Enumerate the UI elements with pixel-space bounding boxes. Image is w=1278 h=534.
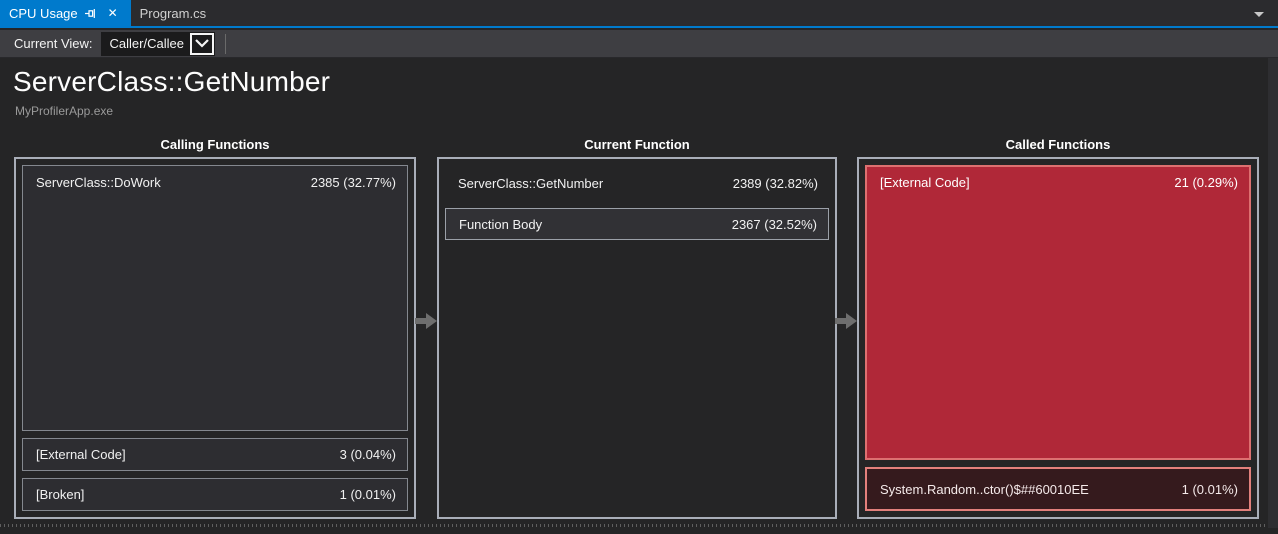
function-box-external-code-hot[interactable]: [External Code] 21 (0.29%) [865, 165, 1251, 460]
tab-cpu-usage[interactable]: CPU Usage ✕ [0, 0, 131, 26]
function-value: 2385 (32.77%) [310, 175, 396, 190]
function-name: Function Body [459, 216, 543, 232]
current-function-panel: ServerClass::GetNumber 2389 (32.82%) Fun… [437, 157, 837, 519]
report-toolbar: Current View: Caller/Callee [0, 30, 1278, 58]
function-name: [Broken] [36, 487, 85, 502]
current-view-label: Current View: [14, 36, 93, 51]
calling-functions-panel: ServerClass::DoWork 2385 (32.77%) [Exter… [14, 157, 416, 519]
function-box-function-body[interactable]: Function Body 2367 (32.52%) [445, 208, 829, 240]
function-value: 1 (0.01%) [339, 487, 396, 502]
tab-program-cs[interactable]: Program.cs [131, 0, 215, 26]
vertical-scrollbar[interactable] [1268, 58, 1278, 528]
calling-functions-header: Calling Functions [160, 137, 270, 152]
page-title: ServerClass::GetNumber [13, 66, 331, 97]
toolbar-separator [224, 33, 226, 54]
view-select[interactable]: Caller/Callee [100, 31, 215, 56]
function-name: [External Code] [36, 447, 126, 462]
function-box-system-random-ctor[interactable]: System.Random..ctor()$##60010EE 1 (0.01%… [865, 467, 1251, 511]
arrow-right-icon [835, 313, 857, 329]
function-box-broken[interactable]: [Broken] 1 (0.01%) [22, 478, 408, 511]
document-tab-bar: CPU Usage ✕ Program.cs [0, 0, 1278, 28]
function-value: 2389 (32.82%) [732, 175, 818, 191]
close-icon[interactable]: ✕ [107, 6, 118, 20]
function-box-serverclass-dowork[interactable]: ServerClass::DoWork 2385 (32.77%) [22, 165, 408, 431]
current-function-row[interactable]: ServerClass::GetNumber 2389 (32.82%) [445, 165, 829, 201]
module-name: MyProfilerApp.exe [15, 104, 114, 118]
function-value: 2367 (32.52%) [731, 216, 817, 232]
panel-empty-space [445, 247, 829, 511]
current-function-header: Current Function [584, 137, 690, 152]
pushpin-icon[interactable] [82, 4, 100, 22]
function-name: ServerClass::GetNumber [458, 175, 604, 191]
function-name: [External Code] [880, 175, 970, 190]
function-value: 3 (0.04%) [339, 447, 396, 462]
function-box-external-code[interactable]: [External Code] 3 (0.04%) [22, 438, 408, 471]
tab-cpu-usage-label: CPU Usage [9, 5, 78, 21]
function-value: 21 (0.29%) [1174, 175, 1238, 190]
arrow-right-icon [415, 313, 437, 329]
function-value: 1 (0.01%) [1181, 481, 1238, 497]
called-functions-panel: [External Code] 21 (0.29%) System.Random… [857, 157, 1259, 519]
function-name: System.Random..ctor()$##60010EE [880, 481, 1089, 497]
tab-program-cs-label: Program.cs [139, 5, 207, 21]
tab-overflow-chevron-down-icon[interactable] [1254, 12, 1264, 17]
view-select-value: Caller/Callee [109, 36, 184, 51]
called-functions-header: Called Functions [1005, 137, 1111, 152]
chevron-down-icon[interactable] [189, 32, 214, 55]
horizontal-scrollbar[interactable] [0, 524, 1278, 527]
function-name: ServerClass::DoWork [36, 175, 161, 190]
